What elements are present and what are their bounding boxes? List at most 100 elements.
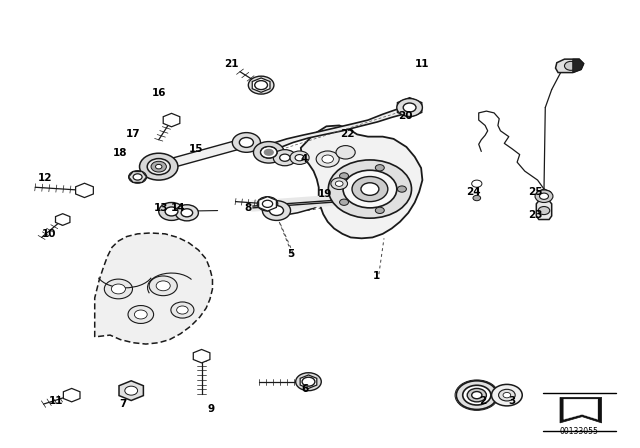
Circle shape: [257, 197, 278, 211]
Circle shape: [302, 377, 315, 386]
Circle shape: [125, 386, 138, 395]
Circle shape: [134, 310, 147, 319]
Text: 7: 7: [119, 399, 127, 409]
Polygon shape: [564, 399, 598, 419]
Circle shape: [336, 146, 355, 159]
Circle shape: [262, 201, 291, 220]
Polygon shape: [156, 138, 249, 171]
Circle shape: [156, 164, 162, 169]
Text: 2: 2: [479, 396, 486, 406]
Circle shape: [175, 205, 198, 221]
Circle shape: [456, 381, 497, 409]
Circle shape: [316, 151, 339, 167]
Circle shape: [181, 209, 193, 217]
Circle shape: [467, 388, 486, 402]
Text: 1: 1: [372, 271, 380, 280]
Circle shape: [171, 302, 194, 318]
Circle shape: [328, 160, 412, 218]
Circle shape: [255, 81, 268, 90]
Circle shape: [264, 149, 274, 156]
Text: 15: 15: [189, 144, 203, 154]
Text: 14: 14: [171, 203, 185, 213]
Circle shape: [335, 181, 343, 186]
Circle shape: [397, 99, 422, 116]
Circle shape: [290, 151, 309, 164]
Text: 12: 12: [38, 173, 52, 183]
Text: 5: 5: [287, 250, 295, 259]
Polygon shape: [536, 189, 552, 201]
Text: 19: 19: [318, 189, 332, 198]
Polygon shape: [129, 172, 147, 182]
Polygon shape: [266, 202, 319, 216]
Circle shape: [253, 142, 284, 163]
Circle shape: [343, 170, 397, 208]
Text: 8: 8: [244, 203, 252, 213]
Polygon shape: [560, 397, 602, 423]
Circle shape: [397, 186, 406, 192]
Polygon shape: [193, 349, 210, 363]
Circle shape: [128, 306, 154, 323]
Polygon shape: [556, 59, 584, 73]
Circle shape: [352, 177, 388, 202]
Circle shape: [463, 385, 491, 405]
Circle shape: [111, 284, 125, 294]
Text: 17: 17: [126, 129, 140, 139]
Circle shape: [535, 190, 553, 202]
Circle shape: [147, 159, 170, 175]
Circle shape: [375, 164, 384, 171]
Text: 25: 25: [528, 187, 542, 197]
Circle shape: [156, 281, 170, 291]
Polygon shape: [536, 201, 552, 220]
Circle shape: [340, 199, 349, 205]
Text: 11: 11: [49, 396, 63, 406]
Polygon shape: [300, 375, 317, 388]
Circle shape: [538, 207, 550, 215]
Polygon shape: [95, 233, 212, 344]
Polygon shape: [63, 388, 80, 402]
Text: 11: 11: [415, 59, 429, 69]
Circle shape: [295, 155, 304, 161]
Circle shape: [177, 306, 188, 314]
Circle shape: [260, 146, 277, 158]
Polygon shape: [259, 197, 276, 211]
Circle shape: [564, 61, 577, 70]
Circle shape: [375, 207, 384, 214]
Circle shape: [472, 392, 482, 399]
Circle shape: [472, 180, 482, 187]
Circle shape: [503, 392, 511, 398]
Circle shape: [140, 153, 178, 180]
Circle shape: [104, 279, 132, 299]
Circle shape: [331, 178, 348, 190]
Circle shape: [473, 195, 481, 201]
Polygon shape: [76, 183, 93, 198]
Circle shape: [403, 103, 416, 112]
Circle shape: [540, 193, 548, 199]
Circle shape: [273, 150, 296, 166]
Circle shape: [239, 138, 253, 147]
Text: 21: 21: [225, 59, 239, 69]
Circle shape: [159, 202, 184, 220]
Circle shape: [340, 173, 349, 179]
Circle shape: [151, 161, 166, 172]
Polygon shape: [266, 104, 413, 158]
Circle shape: [232, 133, 260, 152]
Circle shape: [248, 76, 274, 94]
Polygon shape: [397, 98, 422, 117]
Circle shape: [280, 154, 290, 161]
Text: 23: 23: [528, 210, 542, 220]
Circle shape: [361, 183, 379, 195]
Circle shape: [133, 174, 142, 180]
Text: 22: 22: [340, 129, 354, 139]
Text: 13: 13: [154, 203, 168, 213]
Circle shape: [165, 207, 178, 216]
Circle shape: [129, 171, 147, 183]
Polygon shape: [163, 113, 180, 127]
Text: 24: 24: [467, 187, 481, 197]
Circle shape: [296, 373, 321, 391]
Circle shape: [149, 276, 177, 296]
Text: 10: 10: [42, 229, 56, 239]
Text: 20: 20: [399, 112, 413, 121]
Circle shape: [269, 206, 284, 215]
Circle shape: [492, 384, 522, 406]
Text: 16: 16: [152, 88, 166, 98]
